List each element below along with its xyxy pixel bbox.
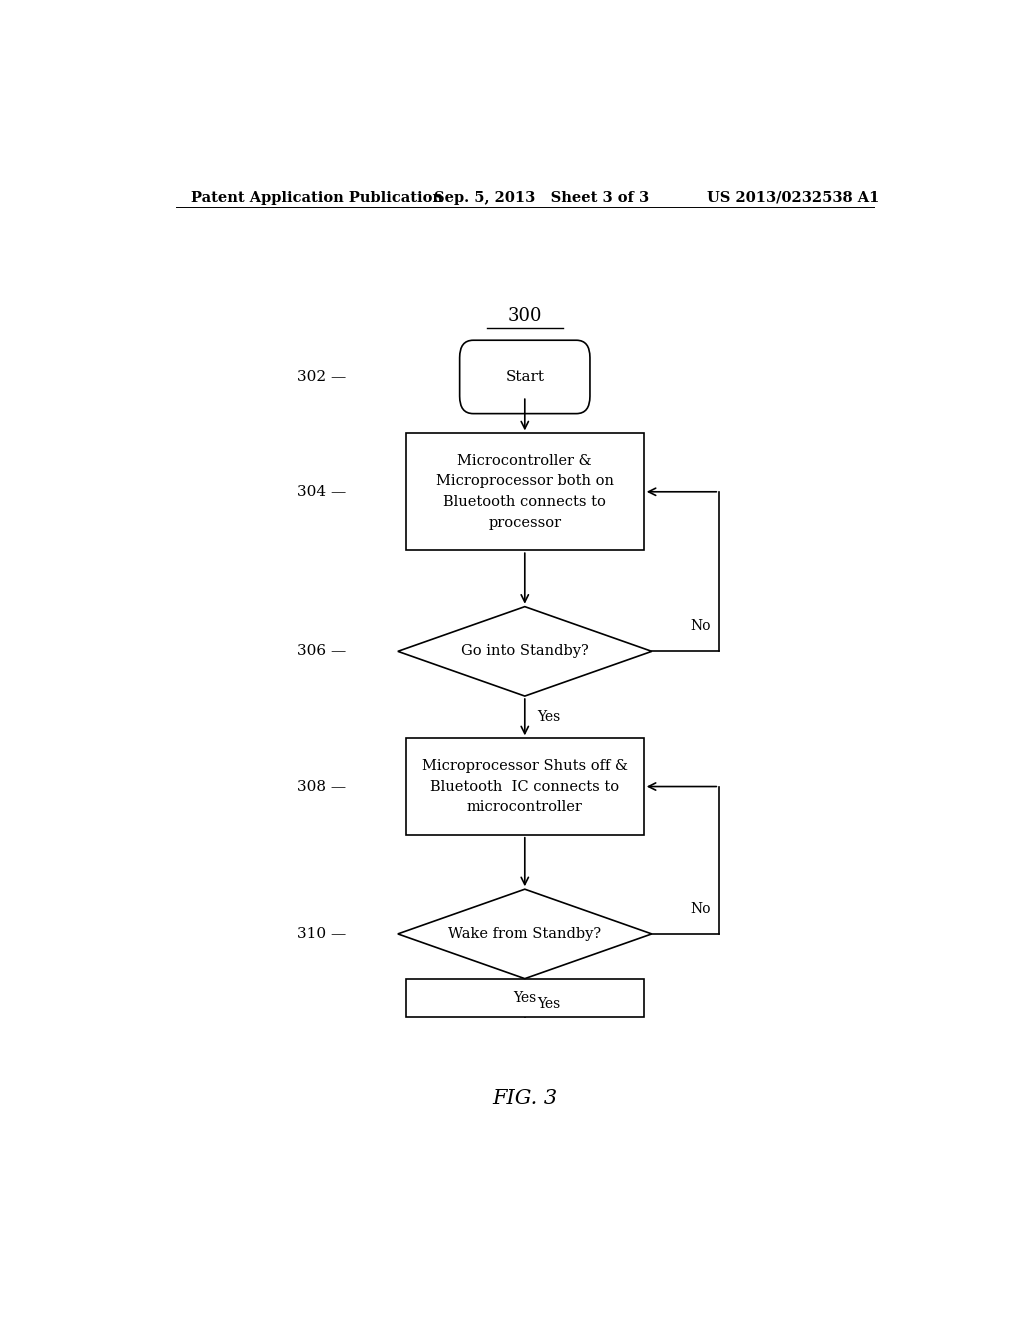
Text: Patent Application Publication: Patent Application Publication [191, 191, 443, 205]
Bar [406, 433, 644, 550]
Text: 302 —: 302 — [297, 370, 346, 384]
Text: Sep. 5, 2013   Sheet 3 of 3: Sep. 5, 2013 Sheet 3 of 3 [433, 191, 648, 205]
Bar [406, 738, 644, 834]
Polygon shape [397, 890, 652, 978]
Polygon shape [397, 607, 652, 696]
Text: 304 —: 304 — [297, 484, 346, 499]
Text: 306 —: 306 — [297, 644, 346, 659]
Text: Yes: Yes [537, 710, 560, 725]
Text: 300: 300 [508, 308, 542, 325]
Text: No: No [691, 902, 712, 916]
Text: Yes: Yes [513, 991, 537, 1005]
FancyBboxPatch shape [460, 341, 590, 413]
Text: Microprocessor Shuts off &
Bluetooth  IC connects to
microcontroller: Microprocessor Shuts off & Bluetooth IC … [422, 759, 628, 814]
Text: Wake from Standby?: Wake from Standby? [449, 927, 601, 941]
Text: FIG. 3: FIG. 3 [493, 1089, 557, 1107]
Text: US 2013/0232538 A1: US 2013/0232538 A1 [708, 191, 880, 205]
Text: No: No [691, 619, 712, 634]
Text: 308 —: 308 — [297, 780, 346, 793]
Text: Go into Standby?: Go into Standby? [461, 644, 589, 659]
Text: Start: Start [505, 370, 545, 384]
Text: Yes: Yes [537, 997, 560, 1011]
Text: 310 —: 310 — [297, 927, 346, 941]
Bar [406, 978, 644, 1018]
Text: Microcontroller &
Microprocessor both on
Bluetooth connects to
processor: Microcontroller & Microprocessor both on… [436, 454, 613, 529]
